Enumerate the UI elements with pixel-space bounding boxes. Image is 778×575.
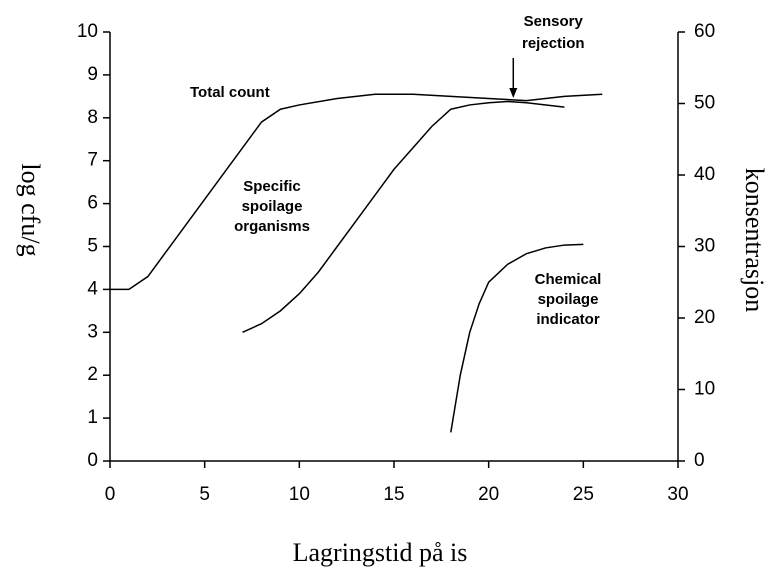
x-tick-label: 15 [383,484,404,505]
y2-tick-label: 20 [694,307,715,328]
series-label: Chemical [535,271,602,288]
annotation: Sensory [524,13,584,30]
y-tick-label: 2 [87,364,98,385]
x-tick-label: 5 [199,484,210,505]
x-tick-label: 30 [667,484,688,505]
series-label: spoilage [242,198,303,215]
series-line [450,243,584,433]
series-line [110,93,603,291]
x-tick-label: 0 [105,484,116,505]
annotation-arrowhead [509,88,518,98]
y2-tick-label: 0 [694,450,705,471]
y-tick-label: 7 [87,150,98,171]
y2-tick-label: 10 [694,379,715,400]
series-label: Total count [190,84,270,101]
series-label: indicator [536,311,600,328]
y2-axis-title: konsentrasjon [740,168,769,312]
y-tick-label: 1 [87,407,98,428]
series-label: spoilage [538,291,599,308]
y-tick-label: 0 [87,450,98,471]
x-tick-label: 10 [289,484,310,505]
y2-tick-label: 40 [694,164,715,185]
annotation: rejection [522,35,585,52]
y-tick-label: 6 [87,193,98,214]
y-tick-label: 8 [87,107,98,128]
y-tick-label: 4 [87,278,98,299]
x-tick-label: 25 [573,484,594,505]
x-tick-label: 20 [478,484,499,505]
y2-tick-label: 60 [694,21,715,42]
y2-tick-label: 50 [694,93,715,114]
series-label: organisms [234,218,310,235]
series-line [242,100,565,333]
y-tick-label: 10 [77,21,98,42]
y-tick-label: 9 [87,64,98,85]
y2-tick-label: 30 [694,236,715,257]
y-tick-label: 3 [87,321,98,342]
y-tick-label: 5 [87,236,98,257]
x-axis-title: Lagringstid på is [293,538,468,567]
series-label: Specific [243,178,301,195]
y-axis-title: log cfu/g [16,163,45,256]
